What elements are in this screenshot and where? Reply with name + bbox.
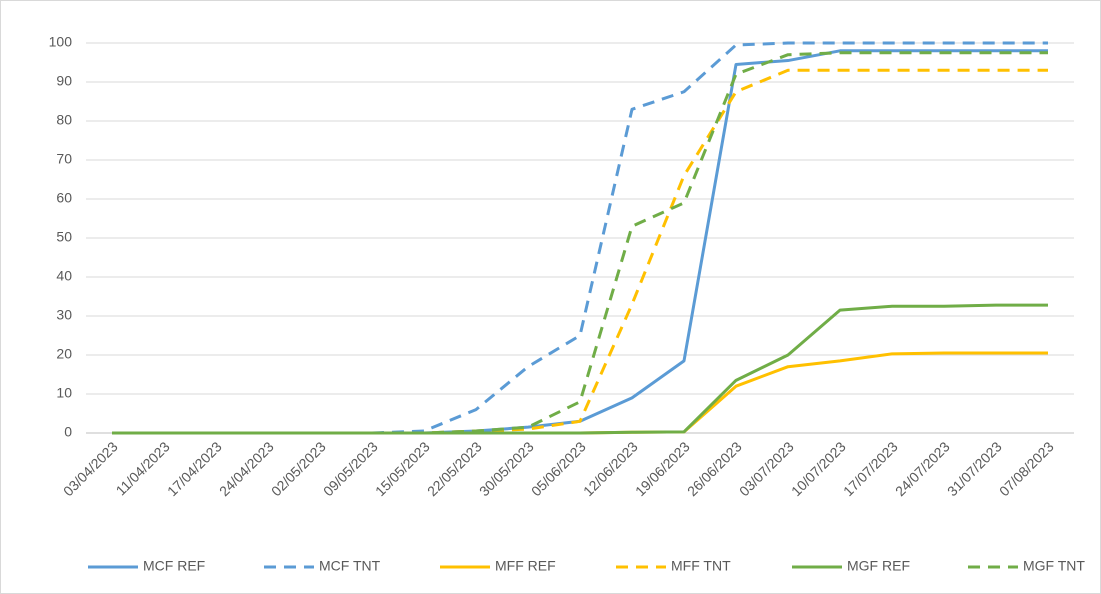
y-tick-label: 0 <box>64 424 72 440</box>
legend-label: MFF TNT <box>671 558 731 574</box>
legend-label: MFF REF <box>495 558 556 574</box>
y-tick-label: 70 <box>56 151 72 167</box>
y-tick-label: 90 <box>56 73 72 89</box>
y-tick-label: 10 <box>56 385 72 401</box>
legend-label: MGF TNT <box>1023 558 1085 574</box>
y-tick-label: 100 <box>49 34 73 50</box>
series-line <box>112 303 1048 435</box>
series-line <box>112 41 1048 435</box>
legend-label: MCF REF <box>143 558 205 574</box>
y-tick-label: 40 <box>56 268 72 284</box>
y-tick-label: 30 <box>56 307 72 323</box>
legend-label: MGF REF <box>847 558 910 574</box>
y-tick-label: 80 <box>56 112 72 128</box>
legend-label: MCF TNT <box>319 558 381 574</box>
y-tick-label: 20 <box>56 346 72 362</box>
series-line <box>112 68 1048 435</box>
y-tick-label: 60 <box>56 190 72 206</box>
y-tick-label: 50 <box>56 229 72 245</box>
